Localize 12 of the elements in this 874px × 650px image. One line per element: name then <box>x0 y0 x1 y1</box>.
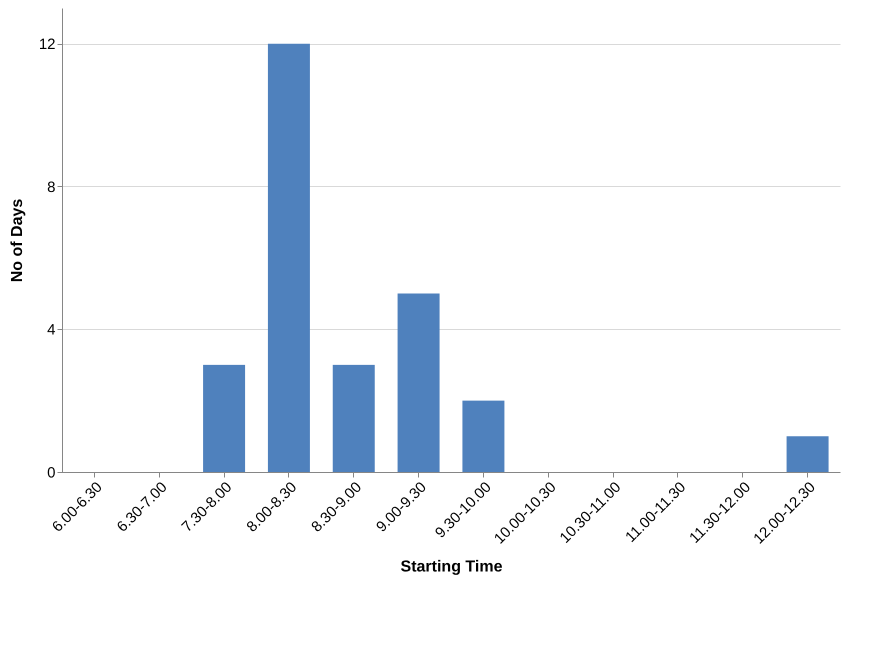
y-axis-title: No of Days <box>8 198 26 282</box>
y-tick-label: 0 <box>47 464 56 482</box>
y-tick-label: 8 <box>47 178 56 196</box>
y-tick-label: 4 <box>47 322 56 339</box>
y-tick-label: 12 <box>38 36 56 54</box>
bar <box>332 364 375 472</box>
x-axis-title: Starting Time <box>400 558 503 576</box>
bar <box>398 294 440 472</box>
bar <box>462 400 504 472</box>
bar <box>203 364 246 472</box>
bar <box>268 44 310 472</box>
bar <box>786 436 829 472</box>
